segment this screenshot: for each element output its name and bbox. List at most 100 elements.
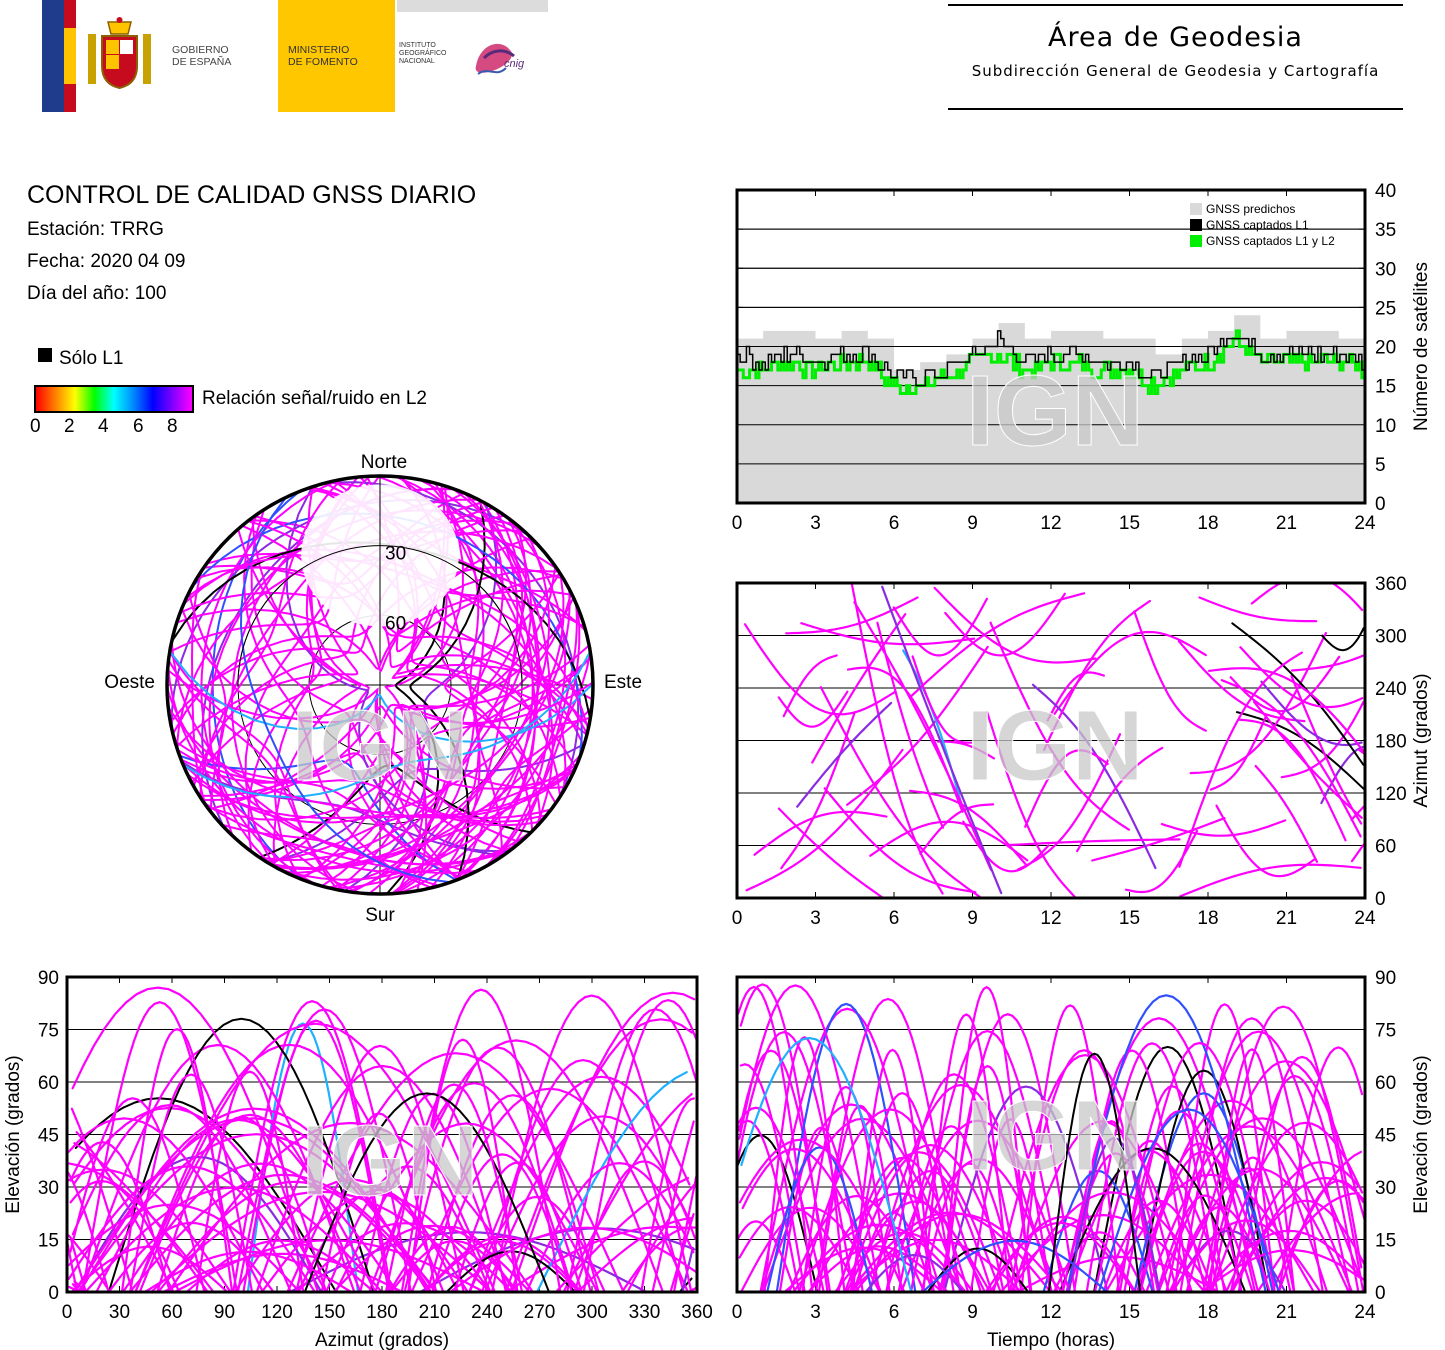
track-l2 — [819, 686, 982, 899]
track-l2 — [885, 1119, 1071, 1294]
y-tick-label: 40 — [1375, 181, 1396, 202]
x-tick-label: 24 — [1354, 1302, 1376, 1323]
track-l2 — [72, 1106, 327, 1294]
track-l2 — [250, 508, 548, 824]
track-l2 — [743, 623, 897, 716]
track-l2 — [403, 1046, 592, 1294]
track-l1-only — [1047, 1052, 1142, 1293]
elevation-time-chart: 0 15 30 45 60 75 90 0 3 6 9 12 15 18 21 24 Elevación (gr… — [732, 968, 1432, 1350]
track-l2 — [1177, 640, 1306, 723]
y-tick-label: 90 — [38, 968, 59, 989]
track-l2 — [1203, 1229, 1364, 1294]
track-l2 — [1185, 1059, 1366, 1294]
watermark-text: IGN — [301, 1105, 479, 1217]
track-l2 — [73, 1142, 209, 1294]
track-l2 — [1067, 1136, 1161, 1294]
y-tick-label: 0 — [48, 1283, 59, 1304]
x-tick-label: 18 — [1197, 908, 1218, 929]
eu-flag-stripe — [42, 0, 64, 112]
x-tick-label: 210 — [419, 1302, 451, 1323]
tracks — [743, 581, 1366, 900]
x-tick-label: 21 — [1276, 513, 1297, 534]
track-l2 — [73, 1117, 433, 1294]
track-l2 — [266, 743, 586, 864]
track-l2 — [1157, 1117, 1360, 1294]
track-l2 — [1225, 1160, 1361, 1294]
track-l2 — [69, 1097, 206, 1294]
ring-label-60: 60 — [385, 613, 406, 634]
track-l2 — [782, 654, 838, 718]
track-l1-only — [1231, 622, 1365, 766]
x-tick-label: 3 — [810, 1302, 821, 1323]
track-l2 — [202, 801, 479, 874]
coat-of-arms-icon — [82, 14, 157, 96]
x-tick-label: 24 — [1354, 908, 1376, 929]
track-l2 — [943, 1085, 1109, 1294]
track-l2 — [920, 1162, 1019, 1294]
cnig-logo-icon: cnig — [470, 36, 534, 84]
watermark-text: IGN — [966, 355, 1144, 467]
x-tick-label: 24 — [1354, 513, 1376, 534]
track-l2 — [1239, 646, 1364, 709]
track-l2 — [864, 1253, 965, 1294]
y-tick-label: 0 — [1375, 1283, 1386, 1304]
track-l2 — [143, 1250, 353, 1294]
track-l2 — [260, 1192, 492, 1294]
track-l2 — [834, 1231, 975, 1294]
y-tick-label: 75 — [1375, 1021, 1396, 1042]
x-tick-label: 3 — [810, 513, 821, 534]
station-label: Estación: TRRG — [27, 219, 164, 240]
track-l2 — [1031, 683, 1157, 870]
track-l2 — [296, 1222, 513, 1294]
legend-swatch — [1190, 219, 1202, 231]
y-tick-label: 30 — [1375, 1178, 1396, 1199]
track-l2 — [1145, 1125, 1354, 1294]
y-tick-label: 30 — [1375, 259, 1396, 280]
track-l2 — [919, 803, 995, 855]
track-l2 — [1067, 1120, 1156, 1294]
track-l2 — [921, 1239, 1109, 1294]
track-l2 — [67, 1234, 111, 1294]
track-l2 — [881, 585, 1003, 895]
x-tick-label: 12 — [1040, 513, 1061, 534]
x-tick-label: 15 — [1119, 1302, 1140, 1323]
elevation-ring — [237, 545, 523, 686]
track-l2 — [1320, 746, 1364, 805]
track-l1-only — [303, 1092, 550, 1293]
tracks — [736, 983, 1366, 1294]
y-tick-label: 300 — [1375, 627, 1407, 648]
y-tick-label: 10 — [1375, 416, 1396, 437]
snr-label: Relación señal/ruido en L2 — [202, 388, 427, 409]
track-l2 — [985, 710, 1076, 898]
ign-line1: INSTITUTO — [399, 42, 436, 49]
track-l2 — [67, 1165, 316, 1294]
x-tick-label: 12 — [1040, 908, 1061, 929]
x-tick-label: 12 — [1040, 1302, 1061, 1323]
track-l2 — [640, 1097, 695, 1294]
x-tick-label: 15 — [1119, 908, 1140, 929]
track-l2 — [180, 565, 557, 784]
track-l2 — [1350, 804, 1366, 821]
track-l2 — [651, 1120, 695, 1294]
x-tick-label: 30 — [109, 1302, 130, 1323]
plot-border — [735, 581, 1367, 900]
track-l2 — [1254, 764, 1319, 863]
track-l2 — [737, 985, 814, 1294]
track-l2 — [128, 1173, 439, 1294]
compass-north: Norte — [361, 452, 407, 473]
area-title: Área de Geodesia — [1048, 22, 1303, 53]
track-l2 — [566, 1008, 698, 1294]
track-l2 — [182, 650, 592, 799]
track-l2 — [1220, 679, 1362, 838]
track-l2 — [1091, 817, 1226, 862]
track-l2 — [669, 1213, 695, 1294]
track-l2 — [488, 605, 581, 865]
track-l2 — [1231, 1199, 1366, 1294]
track-l2 — [490, 994, 693, 1294]
y-tick-label: 60 — [1375, 1073, 1396, 1094]
track-l2 — [384, 1083, 524, 1294]
x-tick-label: 0 — [62, 1302, 73, 1323]
track-l2 — [477, 656, 593, 858]
x-tick-label: 6 — [889, 1302, 900, 1323]
track-l1-only — [409, 499, 486, 881]
